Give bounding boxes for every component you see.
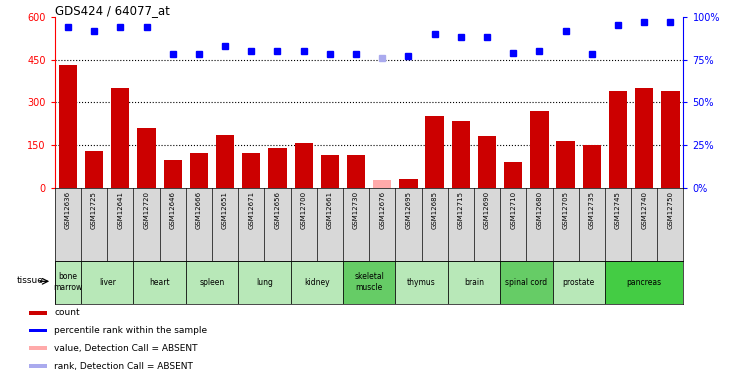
Bar xyxy=(395,261,447,304)
Text: heart: heart xyxy=(149,278,170,286)
Bar xyxy=(583,145,601,188)
Text: GSM12651: GSM12651 xyxy=(222,191,228,229)
Text: GSM12740: GSM12740 xyxy=(641,191,647,229)
Bar xyxy=(133,261,186,304)
Text: GSM12641: GSM12641 xyxy=(117,191,124,229)
Bar xyxy=(347,155,366,188)
Bar xyxy=(242,153,260,188)
Bar xyxy=(399,179,417,188)
Text: liver: liver xyxy=(99,278,115,286)
Bar xyxy=(190,153,208,188)
Text: GSM12636: GSM12636 xyxy=(65,191,71,229)
Text: pancreas: pancreas xyxy=(626,278,662,286)
Bar xyxy=(295,143,313,188)
Text: GSM12700: GSM12700 xyxy=(300,191,307,229)
Text: GSM12745: GSM12745 xyxy=(615,191,621,229)
Text: tissue: tissue xyxy=(16,276,43,285)
Text: GSM12720: GSM12720 xyxy=(143,191,150,229)
Bar xyxy=(29,364,48,368)
Bar xyxy=(268,148,287,188)
Bar xyxy=(635,88,654,188)
Text: GSM12680: GSM12680 xyxy=(537,191,542,229)
Text: GSM12666: GSM12666 xyxy=(196,191,202,229)
Text: GSM12695: GSM12695 xyxy=(406,191,412,229)
Bar xyxy=(447,261,500,304)
Text: thymus: thymus xyxy=(407,278,436,286)
Bar xyxy=(85,150,103,188)
Bar xyxy=(500,261,553,304)
Text: GDS424 / 64077_at: GDS424 / 64077_at xyxy=(55,4,170,17)
Text: spinal cord: spinal cord xyxy=(505,278,548,286)
Bar xyxy=(81,261,133,304)
Bar xyxy=(137,128,156,188)
Text: spleen: spleen xyxy=(200,278,224,286)
Text: GSM12705: GSM12705 xyxy=(563,191,569,229)
Bar xyxy=(321,155,339,188)
Bar xyxy=(530,111,548,188)
Text: GSM12725: GSM12725 xyxy=(91,191,97,229)
Text: lung: lung xyxy=(256,278,273,286)
Text: kidney: kidney xyxy=(304,278,330,286)
Text: GSM12671: GSM12671 xyxy=(249,191,254,229)
Bar xyxy=(164,160,182,188)
Bar xyxy=(478,136,496,188)
Bar xyxy=(609,91,627,188)
Bar xyxy=(504,162,523,188)
Text: GSM12656: GSM12656 xyxy=(274,191,281,229)
Text: rank, Detection Call = ABSENT: rank, Detection Call = ABSENT xyxy=(54,362,193,370)
Bar xyxy=(29,311,48,315)
Bar xyxy=(343,261,395,304)
Text: percentile rank within the sample: percentile rank within the sample xyxy=(54,326,208,335)
Bar xyxy=(290,261,343,304)
Bar xyxy=(186,261,238,304)
Text: prostate: prostate xyxy=(563,278,595,286)
Bar xyxy=(55,261,81,304)
Text: brain: brain xyxy=(464,278,484,286)
Bar xyxy=(58,65,77,188)
Text: GSM12715: GSM12715 xyxy=(458,191,464,229)
Bar xyxy=(662,91,680,188)
Bar xyxy=(556,141,575,188)
Bar xyxy=(238,261,290,304)
Text: GSM12646: GSM12646 xyxy=(170,191,175,229)
Text: value, Detection Call = ABSENT: value, Detection Call = ABSENT xyxy=(54,344,198,353)
Bar xyxy=(29,328,48,332)
Text: GSM12676: GSM12676 xyxy=(379,191,385,229)
Text: GSM12690: GSM12690 xyxy=(484,191,490,229)
Text: count: count xyxy=(54,308,80,317)
Bar xyxy=(553,261,605,304)
Text: GSM12735: GSM12735 xyxy=(588,191,595,229)
Text: GSM12661: GSM12661 xyxy=(327,191,333,229)
Text: GSM12710: GSM12710 xyxy=(510,191,516,229)
Bar xyxy=(373,180,391,188)
Text: GSM12730: GSM12730 xyxy=(353,191,359,229)
Text: skeletal
muscle: skeletal muscle xyxy=(355,273,384,292)
Text: GSM12685: GSM12685 xyxy=(431,191,438,229)
Text: GSM12750: GSM12750 xyxy=(667,191,673,229)
Text: bone
marrow: bone marrow xyxy=(53,273,83,292)
Bar xyxy=(605,261,683,304)
Bar xyxy=(452,121,470,188)
Bar xyxy=(111,88,129,188)
Bar xyxy=(29,346,48,350)
Bar xyxy=(216,135,234,188)
Bar xyxy=(425,116,444,188)
